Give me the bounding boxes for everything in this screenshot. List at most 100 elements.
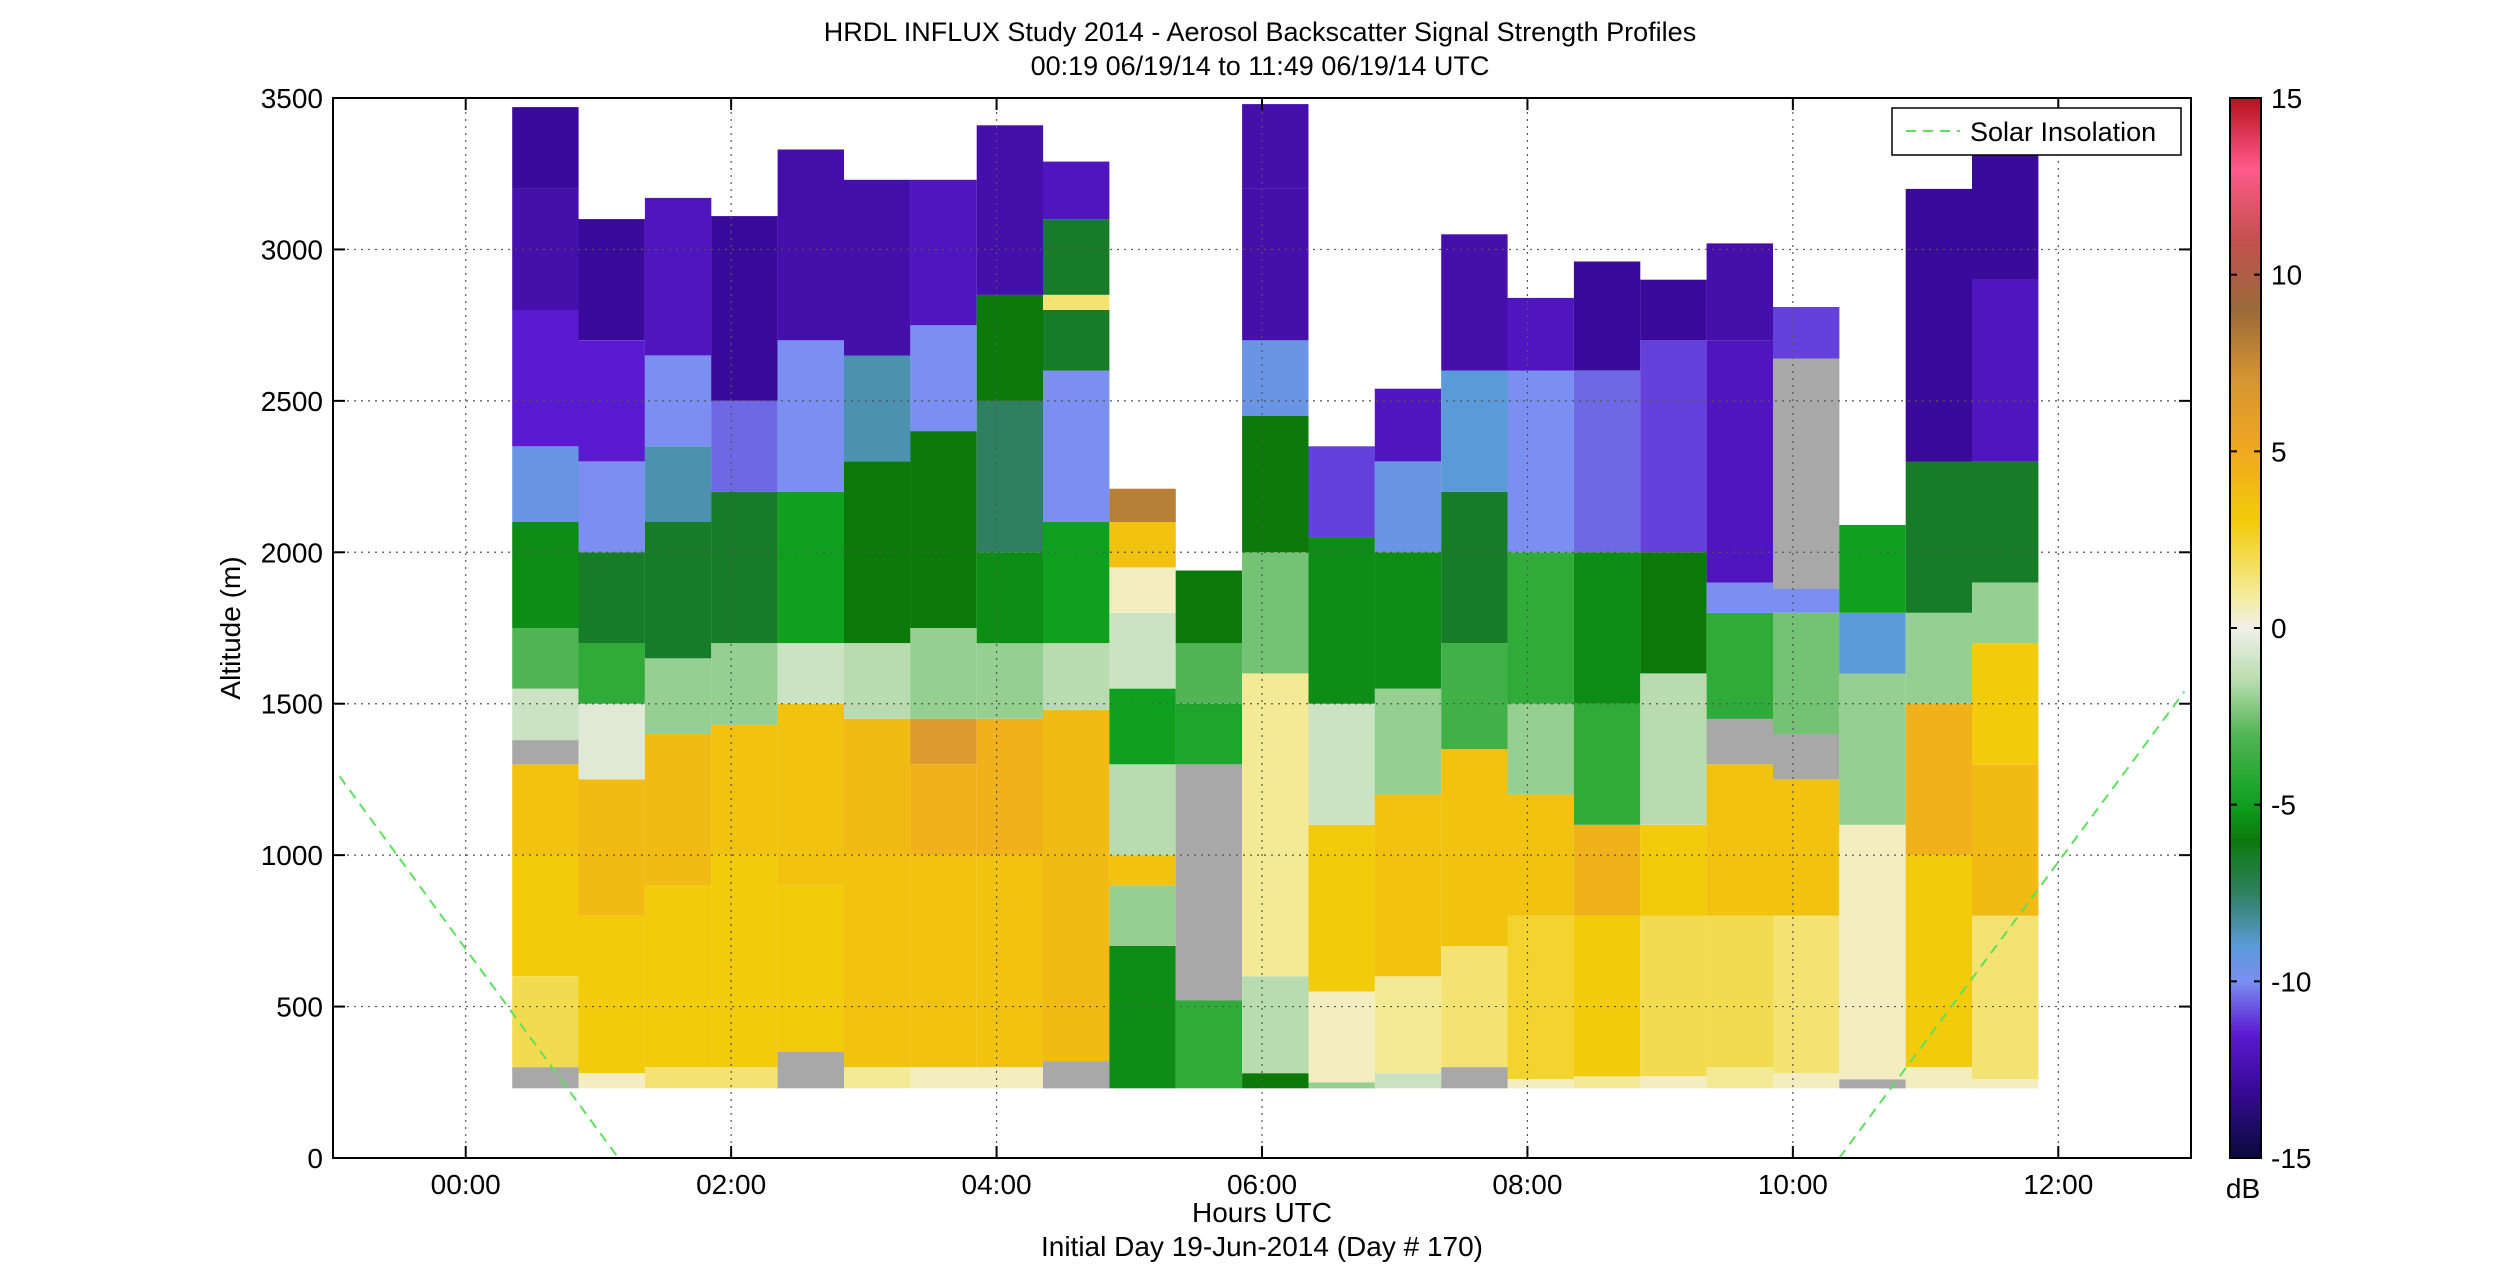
heatmap-cell <box>1109 764 1176 856</box>
x-tick-label: 12:00 <box>2023 1169 2093 1200</box>
profile-column <box>644 197 712 1089</box>
profile-column <box>1972 146 2039 1089</box>
heatmap-cell <box>1441 234 1508 371</box>
heatmap-cell <box>844 1067 911 1089</box>
heatmap-cell <box>1905 1067 1973 1089</box>
heatmap-cell <box>1640 279 1707 341</box>
heatmap-cell <box>1109 567 1176 613</box>
solar-insolation-line <box>1838 691 2186 1159</box>
x-axis-label: Hours UTC <box>1192 1197 1332 1228</box>
heatmap-cell <box>1507 552 1574 704</box>
profile-column <box>1839 525 1906 1089</box>
heatmap-cell <box>644 522 712 659</box>
heatmap-cell <box>1573 915 1641 1077</box>
x-axis-sublabel: Initial Day 19-Jun-2014 (Day # 170) <box>1041 1231 1483 1262</box>
heatmap-cell <box>512 107 579 189</box>
colorbar-tick-label: 0 <box>2271 613 2287 644</box>
heatmap-cell <box>1043 370 1110 522</box>
profile-column <box>1507 297 1574 1089</box>
heatmap-cell <box>1773 1073 1840 1089</box>
heatmap-cell <box>1972 764 2039 916</box>
heatmap-cell <box>578 340 645 462</box>
heatmap-cell <box>1507 297 1574 371</box>
y-tick-label: 500 <box>276 992 323 1023</box>
heatmap-cell <box>777 1052 844 1089</box>
y-tick-label: 1000 <box>261 840 323 871</box>
y-tick-label: 1500 <box>261 689 323 720</box>
x-tick-label: 10:00 <box>1758 1169 1828 1200</box>
profile-column <box>1175 570 1243 1089</box>
profile-column <box>711 216 778 1089</box>
heatmap-cell <box>512 976 579 1068</box>
plot-area: 00:00 02:00 04:00 06:00 08:00 10:00 12:00 0 500… <box>261 83 2192 1200</box>
heatmap-cell <box>1043 294 1110 310</box>
heatmap-cell <box>1109 855 1176 886</box>
x-tick-label: 02:00 <box>696 1169 766 1200</box>
legend: Solar Insolation <box>1891 107 2182 156</box>
heatmap-cell <box>1773 734 1840 780</box>
y-tick-label: 3500 <box>261 83 323 114</box>
heatmap-cell <box>711 855 778 1068</box>
heatmap-cell <box>1573 824 1641 916</box>
profile-column <box>844 179 911 1089</box>
heatmap-cell <box>1905 461 1973 613</box>
heatmap-cell <box>512 310 579 447</box>
heatmap-cell <box>1043 709 1110 856</box>
heatmap-cell <box>1640 1076 1707 1089</box>
heatmap-cell <box>1441 643 1508 750</box>
heatmap-cell <box>711 216 778 401</box>
heatmap-cell <box>1640 915 1707 1077</box>
colorbar-tick-label: -15 <box>2271 1143 2311 1174</box>
heatmap-cell <box>910 1067 977 1089</box>
heatmap-cell <box>976 643 1044 719</box>
heatmap-cell <box>910 718 977 765</box>
x-axis: 00:00 02:00 04:00 06:00 08:00 10:00 12:00 <box>431 98 2093 1200</box>
heatmap-cell <box>1706 612 1773 719</box>
heatmap-cell <box>512 522 579 628</box>
heatmap-cell <box>1972 279 2039 462</box>
x-tick-label: 00:00 <box>431 1169 501 1200</box>
heatmap-cell <box>644 446 712 522</box>
profile-column <box>1043 161 1110 1089</box>
heatmap-cell <box>1573 703 1641 825</box>
heatmap-cell <box>512 1067 579 1089</box>
heatmap-cell <box>1773 779 1840 916</box>
heatmap-cell <box>1972 461 2039 583</box>
heatmap-cell <box>1441 370 1508 492</box>
heatmap-cell <box>1773 612 1840 734</box>
heatmap-cell <box>1242 976 1309 1074</box>
heatmap-cell <box>644 1067 712 1089</box>
heatmap-cell <box>1640 824 1707 916</box>
heatmap-cell <box>711 1067 778 1089</box>
y-tick-label: 2000 <box>261 537 323 568</box>
heatmap-cell <box>976 552 1044 644</box>
heatmap-cell <box>1242 552 1309 674</box>
heatmap-cell <box>1507 370 1574 553</box>
heatmap-cell <box>1043 643 1110 710</box>
profile-column <box>1441 234 1508 1089</box>
heatmap-cell <box>1706 718 1773 765</box>
heatmap-cell <box>578 779 645 916</box>
solar-insolation-line <box>338 775 620 1159</box>
heatmap-cell <box>910 431 977 628</box>
heatmap-cell <box>1972 146 2039 280</box>
heatmap-cell <box>976 718 1044 856</box>
heatmap-cell <box>711 491 778 644</box>
heatmap-cell <box>1839 673 1906 825</box>
heatmap-cell <box>1706 340 1773 583</box>
heatmap-cell <box>1043 522 1110 644</box>
heatmap-cell <box>1308 991 1375 1083</box>
heatmap-cell <box>1175 1000 1243 1089</box>
heatmap-cell <box>1573 1076 1641 1089</box>
heatmap-cell <box>711 643 778 725</box>
heatmap-cell <box>1905 188 1973 462</box>
heatmap-cell <box>1441 491 1508 644</box>
heatmap-cell <box>1175 570 1243 644</box>
heatmap-cell <box>1905 855 1973 1068</box>
heatmap-cell <box>844 643 911 719</box>
heatmap-cell <box>1374 976 1442 1074</box>
heatmap-cell <box>976 1067 1044 1089</box>
heatmap-cell <box>1706 915 1773 1068</box>
heatmap-layer <box>512 104 2039 1089</box>
heatmap-cell <box>910 179 977 326</box>
